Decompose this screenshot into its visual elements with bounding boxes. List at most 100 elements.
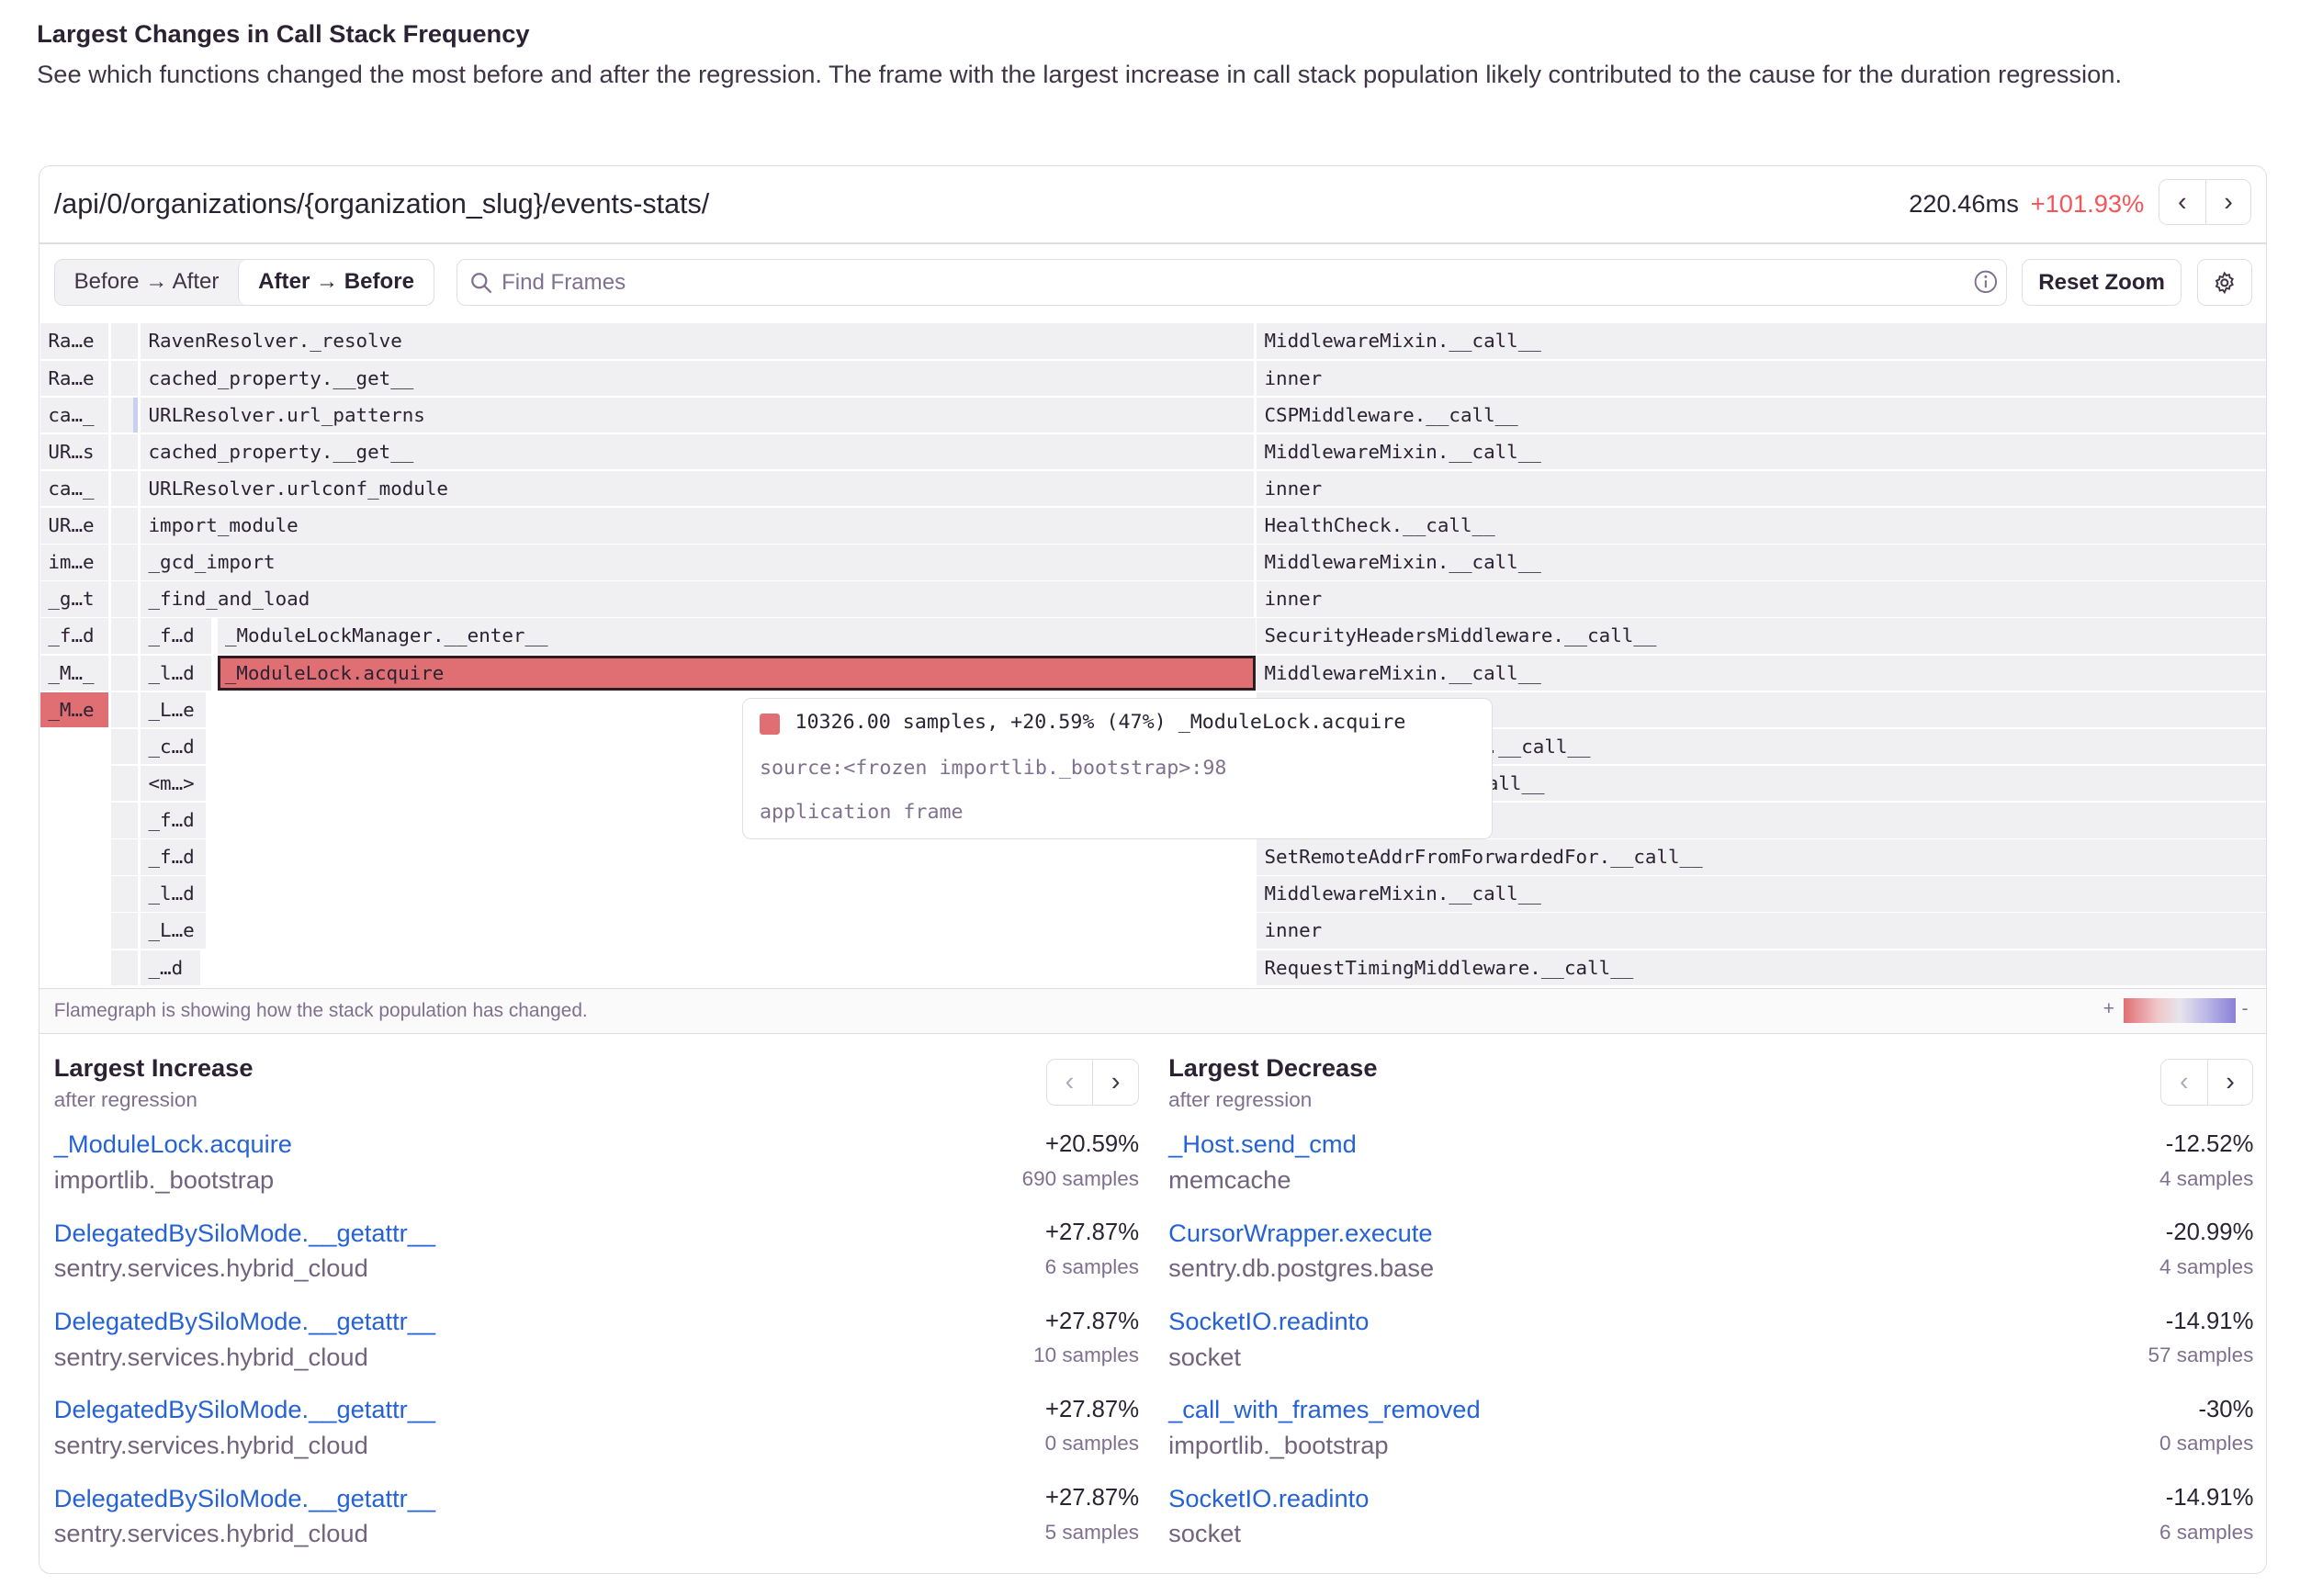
flame-frame[interactable]: _L…e (141, 913, 207, 949)
chevron-left-icon[interactable]: ‹ (1065, 1066, 1075, 1096)
function-link[interactable]: DelegatedBySiloMode.__getattr__ (53, 1395, 436, 1424)
flame-frame[interactable]: CSPMiddleware.__call__ (1257, 397, 2267, 433)
flame-frame[interactable]: MiddlewareMixin.__call__ (1257, 655, 2267, 691)
function-link[interactable]: SocketIO.readinto (1168, 1483, 1370, 1512)
flame-frame[interactable] (111, 913, 139, 949)
before-after-button[interactable]: Before → After (73, 268, 220, 294)
flame-frame[interactable] (133, 397, 139, 433)
chevron-right-icon[interactable]: › (2204, 180, 2251, 225)
flame-frame[interactable] (111, 618, 139, 654)
chevron-left-icon[interactable]: ‹ (2177, 186, 2187, 217)
chevron-left-icon[interactable]: ‹ (2179, 1066, 2189, 1096)
flame-frame[interactable]: MiddlewareMixin.__call__ (1257, 323, 2267, 359)
flame-frame[interactable]: cached_property.__get__ (141, 433, 1255, 470)
flame-frame[interactable] (111, 728, 139, 765)
flame-frame[interactable] (111, 691, 139, 728)
function-link[interactable]: _Host.send_cmd (1168, 1130, 1357, 1159)
flame-frame[interactable]: Ra…e (40, 323, 109, 359)
flame-frame[interactable]: _…d (141, 950, 200, 986)
section-description: See which functions changed the most bef… (37, 59, 2123, 88)
flame-frame[interactable]: <m…> (141, 765, 207, 802)
info-icon[interactable] (1974, 270, 1998, 294)
function-link[interactable]: _call_with_frames_removed (1168, 1395, 1481, 1424)
flame-frame[interactable]: RequestTimingMiddleware.__call__ (1257, 950, 2267, 986)
flame-frame[interactable]: _gcd_import (141, 545, 1255, 580)
flame-frame[interactable] (111, 545, 139, 580)
flame-frame[interactable]: _l…d (141, 876, 207, 912)
sample-count: 57 samples (2148, 1343, 2254, 1367)
flame-frame[interactable]: _M…_ (40, 655, 109, 691)
flame-frame[interactable] (111, 950, 139, 986)
change-item: SocketIO.readinto socket -14.91% 6 samples (1168, 1484, 2253, 1572)
flame-frame[interactable]: RavenResolver._resolve (141, 323, 1255, 359)
find-frames-input[interactable]: Find Frames (456, 258, 2008, 307)
flame-frame[interactable] (111, 655, 139, 691)
increase-pager: ‹ › (1045, 1059, 1140, 1106)
flame-frame[interactable]: inner (1257, 581, 2267, 617)
flame-frame[interactable]: import_module (141, 508, 1255, 544)
flame-frame[interactable]: _f…d (141, 839, 207, 875)
flame-frame[interactable]: MiddlewareMixin.__call__ (1257, 876, 2267, 912)
flamegraph[interactable]: Ra…e RavenResolver._resolve MiddlewareMixi… (39, 321, 2267, 989)
function-link[interactable]: DelegatedBySiloMode.__getattr__ (53, 1218, 436, 1247)
flame-frame[interactable]: inner (1257, 913, 2267, 949)
after-before-button[interactable]: After → Before (238, 259, 434, 306)
flame-frame[interactable] (111, 470, 139, 507)
flame-frame[interactable]: HealthCheck.__call__ (1257, 508, 2267, 544)
flame-frame[interactable]: _f…d (40, 618, 109, 654)
chevron-right-icon[interactable]: › (2206, 1060, 2253, 1105)
flame-frame[interactable]: inner (1257, 470, 2267, 507)
change-percent: -12.52% (2165, 1131, 2254, 1157)
divider (39, 242, 2267, 244)
reset-zoom-button[interactable]: Reset Zoom (2022, 258, 2182, 307)
flame-frame[interactable]: MiddlewareMixin.__call__ (1257, 433, 2267, 470)
change-percent: +27.87% (1044, 1219, 1140, 1246)
change-item: DelegatedBySiloMode.__getattr__ sentry.se… (54, 1307, 1139, 1395)
flame-frame[interactable]: UR…e (40, 508, 109, 544)
flame-frame[interactable] (111, 397, 139, 433)
function-link[interactable]: SocketIO.readinto (1168, 1307, 1370, 1335)
flame-frame[interactable]: _g…t (40, 581, 109, 617)
legend-plus: + (2103, 997, 2114, 1019)
flame-frame[interactable]: URLResolver.urlconf_module (141, 470, 1255, 507)
sample-count: 5 samples (1044, 1520, 1140, 1544)
flame-frame[interactable]: im…e (40, 545, 109, 580)
flame-frame[interactable]: SecurityHeadersMiddleware.__call__ (1257, 618, 2267, 654)
flame-frame[interactable]: _c…d (141, 728, 207, 765)
module-name: importlib._bootstrap (1168, 1430, 1389, 1459)
flame-frame[interactable] (111, 876, 139, 912)
flame-frame[interactable]: MiddlewareMixin.__call__ (1257, 545, 2267, 580)
flame-frame[interactable] (111, 360, 139, 397)
flame-frame[interactable]: _M…e (40, 691, 109, 728)
flame-frame[interactable] (111, 433, 139, 470)
function-link[interactable]: DelegatedBySiloMode.__getattr__ (53, 1483, 436, 1512)
flame-frame[interactable]: inner (1257, 360, 2267, 397)
flamegraph-panel: /api/0/organizations/{organization_slug}… (38, 164, 2268, 1575)
function-link[interactable]: _ModuleLock.acquire (53, 1130, 292, 1159)
flame-frame[interactable]: cached_property.__get__ (141, 360, 1255, 397)
flame-frame[interactable]: UR…s (40, 433, 109, 470)
flame-frame[interactable] (111, 839, 139, 875)
selected-frame[interactable]: _ModuleLock.acquire (217, 655, 1256, 691)
function-link[interactable]: CursorWrapper.execute (1168, 1218, 1433, 1247)
flame-frame[interactable]: _ModuleLockManager.__enter__ (217, 618, 1256, 654)
flame-frame[interactable]: _f…d (141, 803, 207, 838)
flame-frame[interactable]: SetRemoteAddrFromForwardedFor.__call__ (1257, 839, 2267, 875)
flame-frame[interactable]: _L…e (141, 691, 207, 728)
flame-frame[interactable] (111, 323, 139, 359)
settings-button[interactable] (2197, 258, 2252, 307)
flame-frame[interactable] (111, 803, 139, 838)
flame-frame[interactable] (111, 581, 139, 617)
flame-frame[interactable]: _find_and_load (141, 581, 1255, 617)
function-link[interactable]: DelegatedBySiloMode.__getattr__ (53, 1307, 436, 1335)
flame-frame[interactable]: _f…d (141, 618, 212, 654)
chevron-right-icon[interactable]: › (1092, 1060, 1138, 1105)
flame-frame[interactable] (111, 508, 139, 544)
flame-frame[interactable]: URLResolver.url_patterns (141, 397, 1255, 433)
flame-frame[interactable]: _l…d (141, 655, 212, 691)
flame-frame[interactable]: ca…_ (40, 470, 109, 507)
flame-frame[interactable] (111, 765, 139, 802)
flame-frame[interactable]: ca…_ (40, 397, 109, 433)
flame-frame[interactable]: Ra…e (40, 360, 109, 397)
change-percent: -30% (2198, 1396, 2254, 1422)
